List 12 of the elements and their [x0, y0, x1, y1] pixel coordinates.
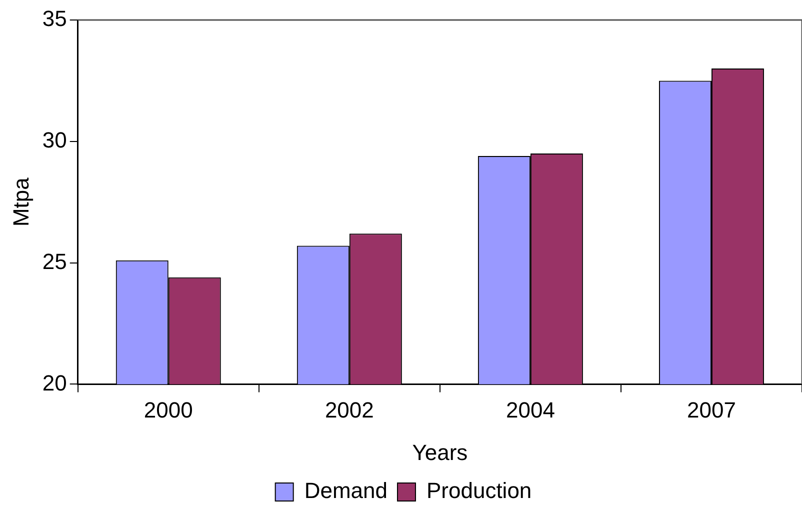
y-tick-label: 30	[42, 127, 67, 152]
x-tick-label: 2000	[144, 397, 193, 422]
y-tick-label: 25	[42, 248, 67, 274]
legend-label: Production	[426, 478, 532, 504]
x-tick-label: 2002	[324, 397, 374, 422]
y-tick-label: 35	[42, 6, 67, 32]
y-axis-title: Mtpa	[8, 176, 34, 227]
x-tick-label: 2004	[506, 397, 555, 422]
legend-label: Demand	[304, 478, 388, 504]
x-tick-label: 2007	[687, 397, 736, 422]
y-tick-label: 20	[42, 370, 67, 396]
x-axis-title: Years	[412, 440, 468, 465]
